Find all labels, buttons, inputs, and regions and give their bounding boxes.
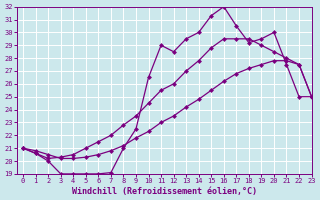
X-axis label: Windchill (Refroidissement éolien,°C): Windchill (Refroidissement éolien,°C) — [72, 187, 257, 196]
